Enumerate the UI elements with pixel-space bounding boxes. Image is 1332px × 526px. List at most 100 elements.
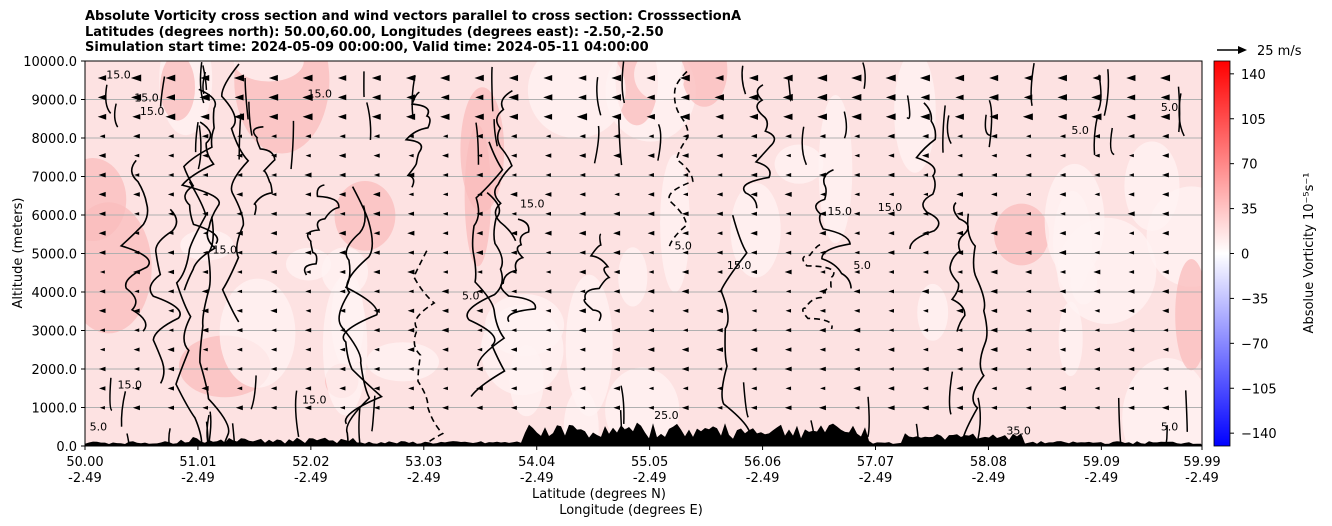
wind-vector [1094, 386, 1100, 391]
wind-vector [854, 308, 860, 313]
wind-vector [1094, 250, 1100, 255]
wind-vector [305, 347, 311, 352]
wind-vector [991, 172, 997, 178]
wind-vector [305, 211, 311, 216]
contour-line [109, 377, 113, 412]
contour-line [366, 102, 372, 140]
wind-vector [134, 212, 140, 216]
wind-vector [957, 153, 963, 158]
y-tick-label: 0.0 [56, 440, 77, 455]
wind-vector [302, 74, 313, 82]
contour-line [1184, 390, 1189, 432]
wind-vector [476, 405, 483, 410]
wind-vector [304, 405, 312, 411]
wind-vector [991, 386, 997, 391]
wind-vector [921, 405, 929, 411]
wind-vector [165, 74, 176, 82]
wind-vector [954, 113, 964, 120]
wind-vector [956, 230, 964, 236]
wind-vector [339, 211, 346, 216]
wind-vector [680, 94, 690, 101]
wind-vector [1161, 405, 1169, 411]
wind-vector [682, 250, 689, 255]
colorbar: 140 105 70 35 0 −35 −70 −105 −140 Absolue Vortic… [1213, 60, 1317, 447]
wind-vector [270, 269, 277, 275]
contour-line [194, 122, 199, 153]
wind-vector [820, 386, 826, 391]
wind-vector [1162, 250, 1169, 255]
vorticity-patch [818, 94, 853, 244]
wind-vector [543, 74, 553, 82]
wind-vector [201, 289, 209, 294]
wind-vector [1025, 327, 1032, 333]
wind-vector [613, 133, 621, 139]
wind-vector [1128, 173, 1134, 177]
vorticity-patch [460, 87, 505, 213]
wind-vector [476, 289, 483, 294]
wind-vector [1162, 211, 1169, 217]
wind-vector [543, 94, 553, 101]
wind-vector [338, 192, 346, 197]
wind-vector [1059, 386, 1066, 391]
wind-vector [851, 74, 862, 82]
x-tick-lat-label: 59.09 [1083, 455, 1120, 470]
wind-vector [475, 94, 484, 101]
vorticity-patch [233, 61, 304, 82]
wind-vector [476, 172, 483, 178]
wind-vector [579, 211, 586, 216]
wind-vector [1093, 134, 1101, 139]
wind-vector [133, 192, 140, 197]
contour-line [303, 184, 340, 276]
wind-vector [749, 113, 759, 120]
wind-vector [1059, 347, 1066, 352]
wind-vector [1162, 269, 1169, 275]
wind-vector [98, 308, 106, 314]
wind-vector [373, 250, 380, 255]
wind-vector [888, 308, 894, 313]
wind-vector [954, 74, 965, 82]
wind-vector [305, 270, 311, 274]
wind-vector [785, 153, 791, 158]
wind-vector [545, 270, 551, 274]
wind-vector [923, 173, 929, 177]
wind-vector [956, 405, 963, 411]
vorticity-patch [917, 283, 949, 341]
contour-line [618, 118, 623, 166]
wind-vector [613, 211, 620, 217]
wind-vector [1025, 406, 1032, 410]
wind-vector [475, 250, 483, 256]
wind-vector [510, 405, 517, 410]
wind-vector [647, 192, 655, 197]
wind-vector [956, 250, 964, 255]
wind-vector [165, 94, 176, 101]
y-tick-label: 4000.0 [32, 286, 78, 301]
contour-line [668, 70, 694, 248]
wind-vector [579, 386, 586, 391]
wind-vector [716, 192, 723, 197]
wind-vector [1059, 134, 1066, 139]
contour-line [948, 371, 954, 415]
x-tick-lat-label: 50.00 [66, 455, 103, 470]
wind-vector [887, 172, 895, 178]
contour-line [149, 208, 181, 384]
wind-vector [784, 191, 792, 197]
vorticity-patch [605, 367, 680, 446]
wind-vector [818, 289, 826, 294]
colorbar-gradient [1213, 60, 1231, 447]
wind-vector [302, 113, 313, 121]
contour-label: 15.0 [140, 105, 165, 118]
contour-line [657, 124, 662, 161]
wind-vector [167, 347, 175, 352]
wind-vector [442, 134, 448, 138]
wind-vector [613, 153, 621, 158]
wind-vector [1057, 113, 1067, 120]
wind-vector [647, 211, 655, 217]
wind-vector [647, 153, 655, 158]
contour-line [294, 390, 300, 438]
wind-vector [854, 231, 860, 236]
wind-vector [476, 366, 483, 372]
wind-vector [408, 386, 414, 391]
wind-vector [168, 328, 174, 332]
contour-line [493, 119, 498, 147]
contour-label: 15.0 [727, 259, 752, 272]
